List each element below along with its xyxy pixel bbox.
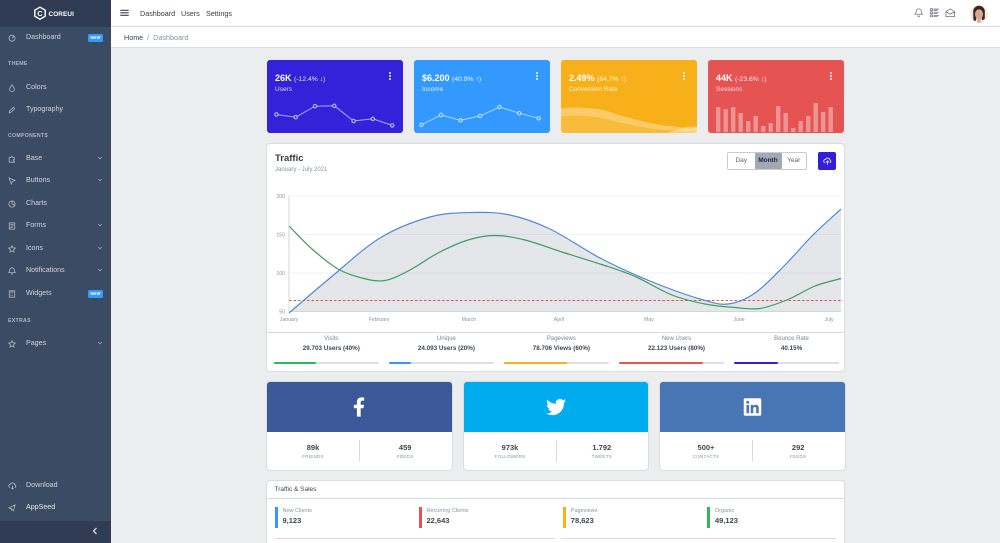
svg-text:April: April: [554, 317, 564, 323]
svg-text:March: March: [462, 317, 477, 323]
svg-text:150: 150: [276, 232, 285, 238]
svg-text:January: January: [280, 317, 299, 323]
svg-text:June: June: [733, 317, 744, 323]
svg-text:May: May: [644, 317, 654, 323]
svg-text:July: July: [824, 317, 834, 323]
svg-text:February: February: [369, 317, 390, 323]
svg-text:50: 50: [279, 309, 285, 315]
svg-text:C: C: [37, 9, 43, 18]
svg-text:COREUI: COREUI: [49, 11, 75, 18]
svg-text:200: 200: [276, 194, 285, 200]
svg-text:100: 100: [276, 271, 285, 277]
